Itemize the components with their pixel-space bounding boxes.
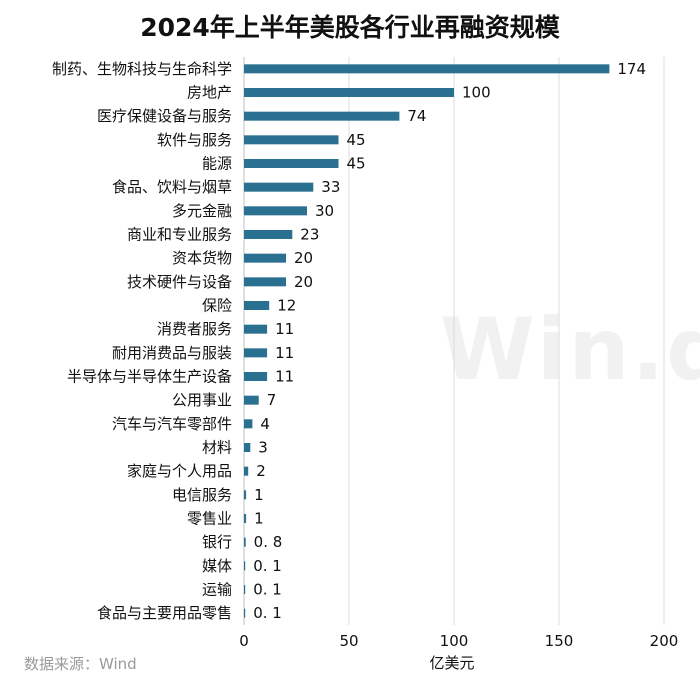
bar bbox=[244, 466, 249, 476]
bar bbox=[244, 301, 270, 310]
x-tick-label: 150 bbox=[545, 632, 574, 650]
category-label: 银行 bbox=[202, 533, 232, 551]
bars bbox=[244, 64, 610, 618]
data-label: 12 bbox=[277, 297, 296, 315]
category-label: 多元金融 bbox=[172, 202, 232, 220]
bar bbox=[244, 206, 307, 216]
x-axis-title: 亿美元 bbox=[429, 654, 474, 672]
x-tick-label: 50 bbox=[339, 632, 358, 650]
data-label: 45 bbox=[347, 131, 366, 149]
category-label: 制药、生物科技与生命科学 bbox=[52, 60, 232, 78]
data-label: 3 bbox=[258, 439, 268, 457]
category-label: 公用事业 bbox=[172, 391, 232, 409]
category-label: 媒体 bbox=[202, 557, 232, 575]
data-label: 74 bbox=[407, 107, 426, 125]
data-label: 11 bbox=[275, 368, 294, 386]
category-label: 资本货物 bbox=[172, 249, 232, 267]
category-label: 材料 bbox=[202, 439, 232, 457]
category-label: 技术硬件与设备 bbox=[127, 273, 232, 291]
data-label: 174 bbox=[617, 60, 646, 78]
bar bbox=[244, 490, 247, 500]
category-label: 能源 bbox=[202, 155, 232, 173]
data-label: 4 bbox=[260, 415, 270, 433]
source-note: 数据来源：Wind bbox=[24, 655, 137, 673]
bar bbox=[244, 277, 286, 287]
bar bbox=[244, 585, 246, 594]
category-label: 商业和专业服务 bbox=[127, 226, 232, 244]
category-label: 医疗保健设备与服务 bbox=[97, 107, 232, 125]
category-label: 零售业 bbox=[187, 510, 232, 528]
x-tick-label: 200 bbox=[650, 632, 679, 650]
category-label: 汽车与汽车零部件 bbox=[112, 415, 232, 433]
category-label: 运输 bbox=[202, 581, 232, 599]
data-label: 45 bbox=[347, 155, 366, 173]
bar bbox=[244, 88, 454, 97]
data-label: 0. 8 bbox=[254, 533, 283, 551]
bar bbox=[244, 182, 314, 192]
bar bbox=[244, 253, 286, 263]
bar bbox=[244, 419, 253, 429]
category-label: 食品与主要用品零售 bbox=[97, 604, 232, 622]
x-tick-label: 0 bbox=[239, 632, 249, 650]
bar bbox=[244, 348, 268, 358]
bar bbox=[244, 443, 251, 452]
data-label: 0. 1 bbox=[253, 604, 282, 622]
bar bbox=[244, 372, 268, 381]
data-label: 1 bbox=[254, 510, 264, 528]
data-label: 1 bbox=[254, 486, 264, 504]
bar bbox=[244, 64, 610, 74]
bar bbox=[244, 111, 400, 121]
grid-lines bbox=[243, 57, 665, 625]
bar bbox=[244, 135, 339, 145]
category-label: 保险 bbox=[202, 297, 232, 315]
data-label: 7 bbox=[267, 391, 277, 409]
data-label: 0. 1 bbox=[253, 557, 282, 575]
data-label: 30 bbox=[315, 202, 334, 220]
bar bbox=[244, 159, 339, 168]
category-label: 消费者服务 bbox=[157, 320, 232, 338]
watermark: Win.d bbox=[440, 300, 700, 400]
bar bbox=[244, 561, 246, 571]
data-label: 20 bbox=[294, 249, 313, 267]
bar bbox=[244, 230, 293, 239]
data-label: 23 bbox=[300, 226, 319, 244]
bar bbox=[244, 608, 246, 618]
category-label: 半导体与半导体生产设备 bbox=[67, 368, 232, 386]
data-label: 0. 1 bbox=[253, 581, 282, 599]
category-label: 食品、饮料与烟草 bbox=[112, 178, 232, 196]
data-label: 11 bbox=[275, 320, 294, 338]
chart-title: 2024年上半年美股各行业再融资规模 bbox=[140, 13, 560, 42]
data-label: 100 bbox=[462, 84, 491, 102]
category-label: 软件与服务 bbox=[157, 131, 232, 149]
bar bbox=[244, 324, 268, 334]
bar bbox=[244, 395, 259, 405]
category-label: 家庭与个人用品 bbox=[127, 462, 232, 480]
category-label: 电信服务 bbox=[172, 486, 232, 504]
data-label: 20 bbox=[294, 273, 313, 291]
bar bbox=[244, 537, 246, 547]
category-label: 耐用消费品与服装 bbox=[112, 344, 232, 362]
bar bbox=[244, 514, 247, 523]
data-label: 11 bbox=[275, 344, 294, 362]
data-label: 2 bbox=[256, 462, 266, 480]
data-label: 33 bbox=[321, 178, 340, 196]
category-label: 房地产 bbox=[187, 84, 232, 102]
x-tick-label: 100 bbox=[440, 632, 469, 650]
